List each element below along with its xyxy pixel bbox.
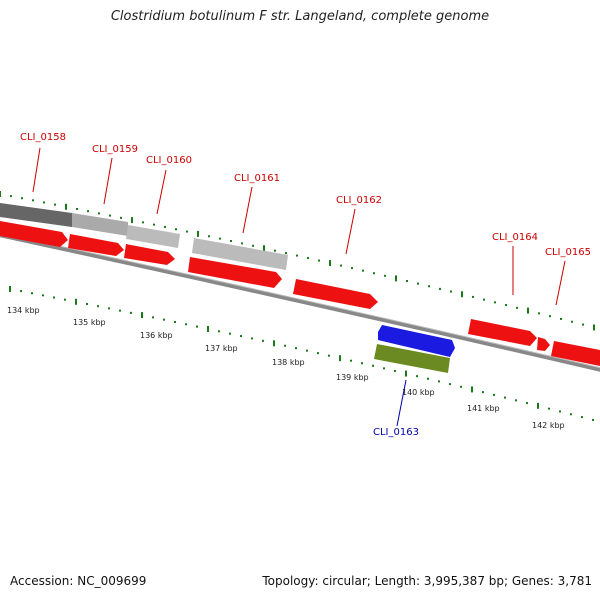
kbp-label: 135 kbp	[73, 318, 106, 327]
cds-arrow[interactable]	[68, 234, 124, 256]
gene-label-cli-0163[interactable]: CLI_0163	[373, 427, 419, 438]
gene-label-cli-0165[interactable]: CLI_0165	[545, 247, 591, 258]
green-feature[interactable]	[374, 344, 450, 373]
outer-tick-track	[0, 191, 595, 331]
kbp-label: 137 kbp	[205, 344, 238, 353]
label-leaders	[32, 147, 566, 306]
kbp-label: 140 kbp	[402, 388, 435, 397]
gene-label-cli-0164[interactable]: CLI_0164	[492, 232, 538, 243]
gene-label-cli-0158[interactable]: CLI_0158	[20, 132, 66, 143]
cds-arrow[interactable]	[293, 279, 378, 309]
label-leader-blue	[396, 379, 407, 427]
genome-backbone	[0, 233, 600, 372]
inner-tick-track	[9, 286, 594, 421]
cds-arrow[interactable]	[551, 341, 600, 366]
gene-label-cli-0161[interactable]: CLI_0161	[234, 173, 280, 184]
genome-summary-text: Topology: circular; Length: 3,995,387 bp…	[262, 574, 592, 588]
cds-arrow[interactable]	[124, 244, 175, 265]
kbp-label: 142 kbp	[532, 421, 565, 430]
kbp-label: 139 kbp	[336, 373, 369, 382]
cds-arrow[interactable]	[468, 319, 537, 346]
cds-arrow[interactable]	[188, 257, 282, 288]
kbp-label: 134 kbp	[7, 306, 40, 315]
accession-text: Accession: NC_009699	[10, 574, 147, 588]
kbp-label: 138 kbp	[272, 358, 305, 367]
cds-arrow[interactable]	[537, 337, 550, 351]
gene-label-cli-0159[interactable]: CLI_0159	[92, 144, 138, 155]
gene-block-gray[interactable]	[126, 225, 180, 248]
gene-block-dark[interactable]	[0, 203, 72, 227]
map-title: Clostridium botulinum F str. Langeland, …	[110, 9, 490, 24]
gene-block-gray[interactable]	[72, 213, 128, 236]
cds-arrow[interactable]	[0, 221, 68, 247]
gene-label-cli-0162[interactable]: CLI_0162	[336, 195, 382, 206]
forward-features	[0, 203, 288, 270]
kbp-label: 141 kbp	[467, 404, 500, 413]
gene-block-gray[interactable]	[192, 238, 288, 270]
rna-arrow[interactable]	[378, 325, 455, 357]
cds-arrows	[0, 221, 600, 366]
kbp-label: 136 kbp	[140, 331, 173, 340]
gene-label-cli-0160[interactable]: CLI_0160	[146, 155, 192, 166]
